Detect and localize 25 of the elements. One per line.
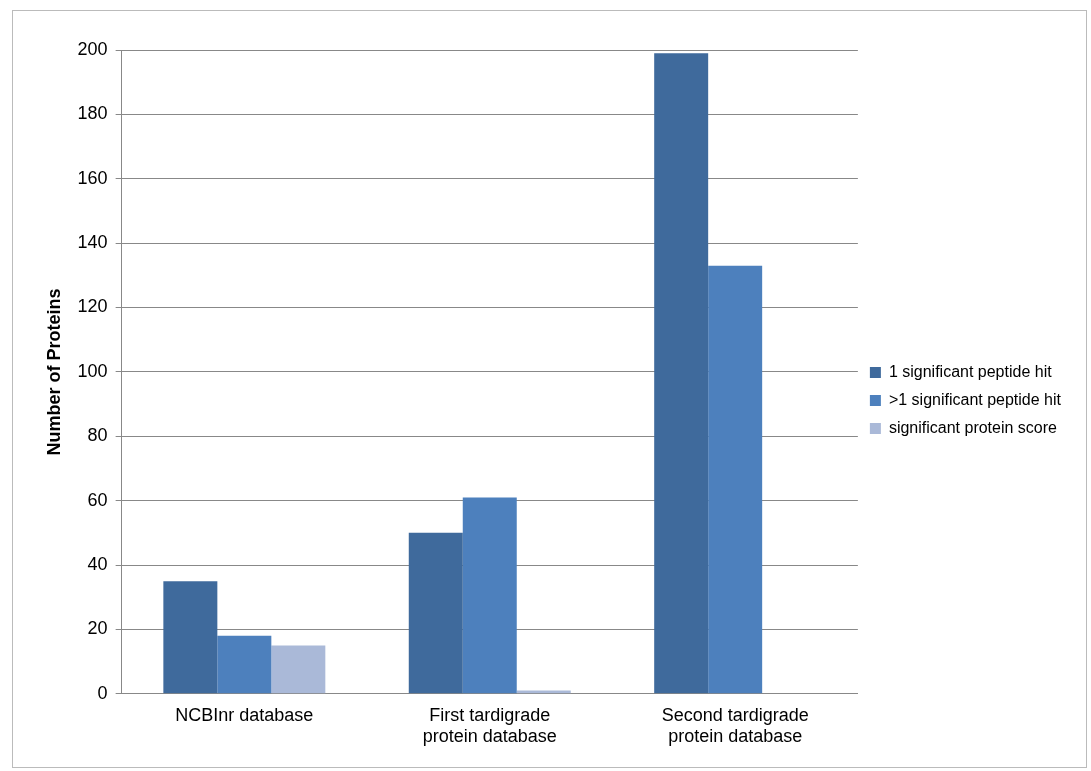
legend-label: significant protein score [888,418,1058,436]
bar [654,53,709,694]
y-tick-label: 80 [87,425,108,446]
y-tick-label: 180 [77,103,108,124]
y-axis-title: Number of Proteins [43,288,64,456]
y-tick-label: 40 [87,554,108,575]
bar [408,532,463,694]
bar [462,497,517,694]
y-tick-label: 200 [77,38,108,59]
y-tick-label: 60 [87,489,108,510]
x-tick-label: NCBInr database [175,704,314,725]
y-tick-label: 160 [77,167,108,188]
legend-label: >1 significant peptide hit [888,390,1062,408]
y-tick-label: 0 [97,682,108,703]
bar [708,265,763,694]
y-tick-label: 20 [87,618,108,639]
y-tick-label: 140 [77,232,108,253]
x-tick-label: Second tardigrade protein database [661,704,809,747]
y-tick-label: 120 [77,296,108,317]
bar [163,581,218,694]
y-tick-label: 100 [77,360,108,381]
legend-label: 1 significant peptide hit [888,362,1053,380]
bar [271,645,326,694]
x-tick-label: First tardigrade protein database [422,704,557,747]
bar [217,635,272,694]
